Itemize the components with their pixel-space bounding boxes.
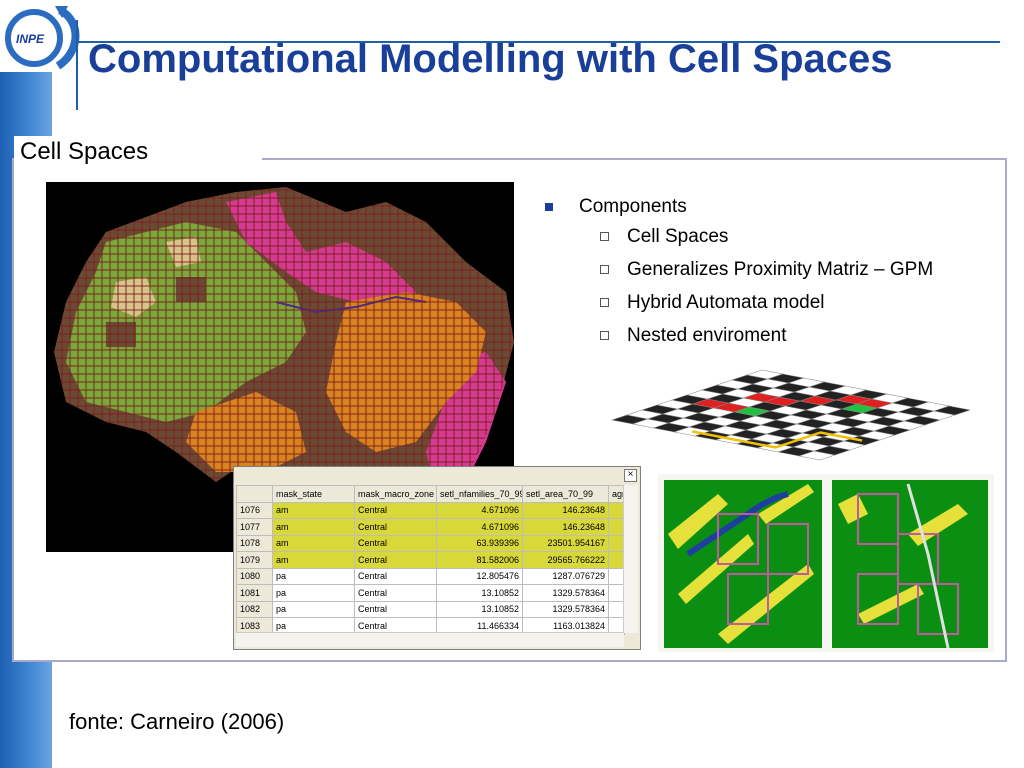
table-cell: pa (272, 600, 355, 618)
table-cell: 1081 (236, 584, 273, 602)
bullet-sub: Cell Spaces (545, 220, 995, 253)
table-row[interactable]: 1081 pa Central 13.10852 1329.578364 (236, 584, 625, 602)
table-row[interactable]: 1080 pa Central 12.805476 1287.076729 (236, 567, 625, 585)
table-cell: am (272, 551, 355, 569)
close-button[interactable]: × (624, 469, 637, 482)
table-cell: 4.671096 (436, 518, 523, 536)
table-cell: am (272, 501, 355, 519)
bullet-sub-text: Cell Spaces (627, 225, 729, 247)
column-header[interactable]: setl_area_70_99 (522, 485, 609, 503)
table-cell: 1076 (236, 501, 273, 519)
table-cell: Central (354, 600, 437, 618)
table-cell: 1078 (236, 534, 273, 552)
table-cell (608, 617, 625, 635)
table-cell: Central (354, 518, 437, 536)
attribute-table-window: × mask_state mask_macro_zone setl_nfamil… (233, 466, 641, 650)
table-cell: Central (354, 534, 437, 552)
table-cell: 1082 (236, 600, 273, 618)
bullet-list: Components Cell Spaces Generalizes Proxi… (545, 194, 995, 352)
table-cell: 146.23648 (522, 518, 609, 536)
hollow-square-bullet-icon (600, 298, 609, 307)
table-cell: 13.10852 (436, 584, 523, 602)
logo-text: INPE (16, 32, 45, 46)
bullet-main-text: Components (579, 196, 687, 217)
table-cell (608, 501, 625, 519)
table-cell: 1080 (236, 567, 273, 585)
table-cell: 81.582006 (436, 551, 523, 569)
table-row[interactable]: 1082 pa Central 13.10852 1329.578364 (236, 600, 625, 618)
table-row[interactable]: 1077 am Central 4.671096 146.23648 (236, 518, 625, 536)
hollow-square-bullet-icon (600, 265, 609, 274)
table-cell: 12.805476 (436, 567, 523, 585)
title-rule (78, 41, 1000, 43)
table-cell: Central (354, 617, 437, 635)
hollow-square-bullet-icon (600, 232, 609, 241)
table-cell (608, 518, 625, 536)
column-header[interactable]: agr (608, 485, 625, 503)
attribute-table: mask_state mask_macro_zone setl_nfamilie… (236, 485, 625, 635)
source-citation: fonte: Carneiro (2006) (69, 709, 285, 734)
window-titlebar: × (234, 467, 640, 483)
inpe-logo: INPE (5, 6, 80, 70)
table-cell: 29565.766222 (522, 551, 609, 569)
table-row[interactable]: 1079 am Central 81.582006 29565.766222 (236, 551, 625, 569)
table-cell: Central (354, 567, 437, 585)
bullet-sub-text: Generalizes Proximity Matriz – GPM (627, 258, 934, 280)
hollow-square-bullet-icon (600, 331, 609, 340)
column-header[interactable]: mask_state (272, 485, 355, 503)
table-cell: am (272, 534, 355, 552)
bullet-main: Components (545, 194, 995, 220)
table-cell: 23501.954167 (522, 534, 609, 552)
table-cell (608, 600, 625, 618)
table-cell: 13.10852 (436, 600, 523, 618)
table-cell: 1077 (236, 518, 273, 536)
table-cell: 4.671096 (436, 501, 523, 519)
table-cell: 1079 (236, 551, 273, 569)
column-header[interactable] (236, 485, 273, 503)
table-cell: 63.939396 (436, 534, 523, 552)
table-row[interactable]: 1076 am Central 4.671096 146.23648 (236, 501, 625, 519)
table-cell: Central (354, 551, 437, 569)
column-header[interactable]: setl_nfamilies_70_99 (436, 485, 523, 503)
panel-label: Cell Spaces (14, 136, 262, 170)
bullet-sub-text: Nested enviroment (627, 324, 787, 346)
bullet-sub: Nested enviroment (545, 319, 995, 352)
slide-title: Computational Modelling with Cell Spaces (88, 37, 893, 81)
table-row[interactable]: 1078 am Central 63.939396 23501.954167 (236, 534, 625, 552)
horizontal-scrollbar[interactable] (236, 632, 624, 647)
table-cell: 11.466334 (436, 617, 523, 635)
table-cell (608, 567, 625, 585)
table-cell: pa (272, 567, 355, 585)
bullet-sub-text: Hybrid Automata model (627, 291, 825, 313)
bullet-sub: Generalizes Proximity Matriz – GPM (545, 253, 995, 286)
column-header[interactable]: mask_macro_zone (354, 485, 437, 503)
table-cell: Central (354, 501, 437, 519)
table-cell: 1329.578364 (522, 600, 609, 618)
table-header-row: mask_state mask_macro_zone setl_nfamilie… (236, 485, 625, 503)
bullet-sub: Hybrid Automata model (545, 286, 995, 319)
table-cell: 1287.076729 (522, 567, 609, 585)
vertical-scrollbar[interactable] (623, 485, 638, 633)
table-cell: Central (354, 584, 437, 602)
proximity-grid-diagram (610, 369, 970, 461)
title-vertical-rule (76, 20, 78, 110)
table-cell: 1329.578364 (522, 584, 609, 602)
satellite-images (658, 474, 994, 652)
table-cell: am (272, 518, 355, 536)
table-cell: pa (272, 584, 355, 602)
table-cell: 146.23648 (522, 501, 609, 519)
square-bullet-icon (545, 203, 553, 211)
